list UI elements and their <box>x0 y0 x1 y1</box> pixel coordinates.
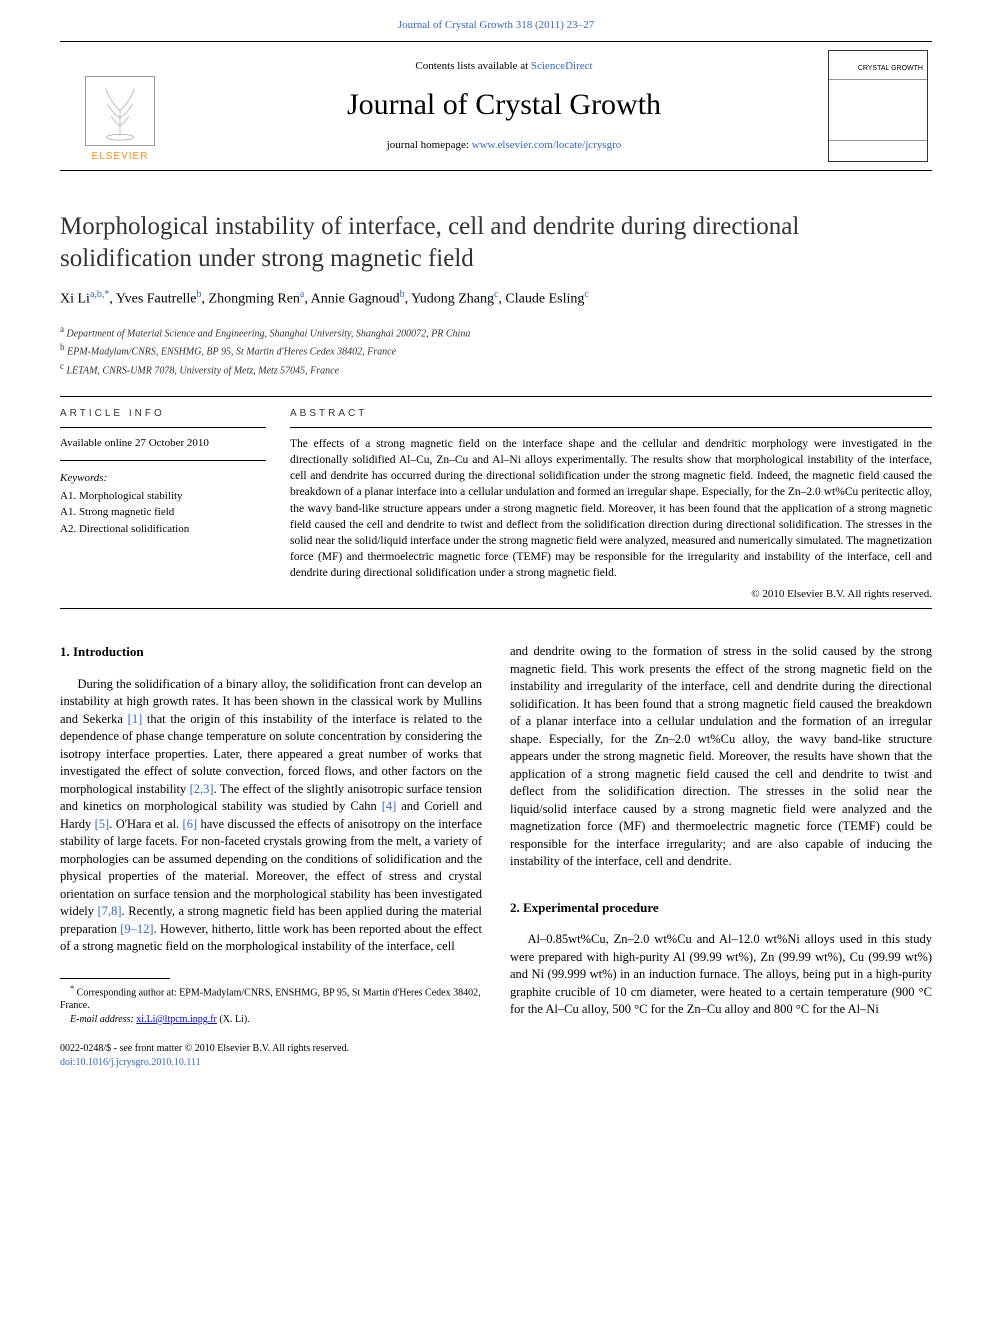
keywords-head: Keywords: <box>60 471 266 486</box>
info-abstract-row: ARTICLE INFO Available online 27 October… <box>60 396 932 602</box>
article-title: Morphological instability of interface, … <box>60 211 932 274</box>
ref-link[interactable]: [2,3] <box>190 782 214 796</box>
ref-link[interactable]: [7,8] <box>98 904 122 918</box>
aff-text: EPM-Madylam/CNRS, ENSHMG, BP 95, St Mart… <box>67 347 396 358</box>
aff-sup: b <box>60 342 65 352</box>
journal-citation-link[interactable]: Journal of Crystal Growth 318 (2011) 23–… <box>398 19 594 31</box>
keyword: A1. Morphological stability <box>60 488 266 505</box>
column-right: and dendrite owing to the formation of s… <box>510 643 932 1026</box>
aff-sup: a <box>60 324 64 334</box>
section-heading: 2. Experimental procedure <box>510 899 932 917</box>
author: Yves Fautrelle <box>116 292 197 307</box>
author: Claude Esling <box>505 292 584 307</box>
author: Zhongming Ren <box>209 292 300 307</box>
sciencedirect-link[interactable]: ScienceDirect <box>531 60 593 72</box>
email-name: (X. Li). <box>219 1014 249 1025</box>
journal-header: ELSEVIER Contents lists available at Sci… <box>60 41 932 171</box>
keyword: A1. Strong magnetic field <box>60 504 266 521</box>
text: . O'Hara et al. <box>109 817 182 831</box>
cover-bot <box>829 141 927 161</box>
author: Annie Gagnoud <box>311 292 400 307</box>
email-footnote: E-mail address: xi.Li@ltpcm.inpg.fr (X. … <box>60 1013 482 1027</box>
abstract-head: ABSTRACT <box>290 397 932 428</box>
homepage-line: journal homepage: www.elsevier.com/locat… <box>387 138 622 153</box>
elsevier-tree-icon <box>85 76 155 146</box>
affiliation: a Department of Material Science and Eng… <box>60 323 932 341</box>
corresponding-footnote: * Corresponding author at: EPM-Madylam/C… <box>60 983 482 1013</box>
affiliation: b EPM-Madylam/CNRS, ENSHMG, BP 95, St Ma… <box>60 341 932 359</box>
paragraph: During the solidification of a binary al… <box>60 676 482 956</box>
aff-link[interactable]: b <box>400 289 405 300</box>
affiliation: c LETAM, CNRS-UMR 7078, University of Me… <box>60 360 932 378</box>
keyword: A2. Directional solidification <box>60 521 266 538</box>
publisher-block: ELSEVIER <box>60 42 180 170</box>
abstract-copyright: © 2010 Elsevier B.V. All rights reserved… <box>290 587 932 602</box>
column-left: 1. Introduction During the solidificatio… <box>60 643 482 1026</box>
aff-link[interactable]: c <box>494 289 498 300</box>
header-center: Contents lists available at ScienceDirec… <box>180 42 828 170</box>
paragraph: and dendrite owing to the formation of s… <box>510 643 932 871</box>
article-info-head: ARTICLE INFO <box>60 397 266 428</box>
homepage-prefix: journal homepage: <box>387 139 472 151</box>
affiliations: a Department of Material Science and Eng… <box>60 323 932 378</box>
aff-sup: c <box>60 361 64 371</box>
author: Xi Li <box>60 292 90 307</box>
ref-link[interactable]: [1] <box>128 712 143 726</box>
ref-link[interactable]: [9–12] <box>120 922 153 936</box>
corr-link[interactable]: * <box>104 289 109 300</box>
ref-link[interactable]: [4] <box>382 799 397 813</box>
cover-geom-icon <box>829 51 927 59</box>
homepage-link[interactable]: www.elsevier.com/locate/jcrysgro <box>472 139 622 151</box>
divider <box>60 608 932 609</box>
article-info: ARTICLE INFO Available online 27 October… <box>60 397 290 602</box>
page-footer: 0022-0248/$ - see front matter © 2010 El… <box>60 1042 932 1069</box>
contents-line: Contents lists available at ScienceDirec… <box>415 59 592 74</box>
doi-line: doi:10.1016/j.jcrysgro.2010.10.111 <box>60 1056 349 1070</box>
doi-link[interactable]: doi:10.1016/j.jcrysgro.2010.10.111 <box>60 1057 201 1068</box>
cover-mid <box>829 79 927 141</box>
author: Yudong Zhang <box>411 292 494 307</box>
abstract: ABSTRACT The effects of a strong magneti… <box>290 397 932 602</box>
issn-line: 0022-0248/$ - see front matter © 2010 El… <box>60 1042 349 1056</box>
journal-cover-thumb: CRYSTAL GROWTH <box>828 50 928 162</box>
journal-name: Journal of Crystal Growth <box>347 84 661 126</box>
ref-link[interactable]: [5] <box>95 817 110 831</box>
aff-link[interactable]: a <box>300 289 304 300</box>
available-online: Available online 27 October 2010 <box>60 436 266 460</box>
footnote-rule <box>60 978 170 979</box>
body-columns: 1. Introduction During the solidificatio… <box>60 643 932 1026</box>
aff-text: LETAM, CNRS-UMR 7078, University of Metz… <box>67 365 340 376</box>
aff-text: Department of Material Science and Engin… <box>67 328 471 339</box>
email-label: E-mail address: <box>70 1014 134 1025</box>
author-list: Xi Lia,b,*, Yves Fautrelleb, Zhongming R… <box>60 288 932 309</box>
abstract-text: The effects of a strong magnetic field o… <box>290 436 932 581</box>
aff-link[interactable]: b <box>197 289 202 300</box>
email-link[interactable]: xi.Li@ltpcm.inpg.fr <box>136 1014 217 1025</box>
footer-left: 0022-0248/$ - see front matter © 2010 El… <box>60 1042 349 1069</box>
text: have discussed the effects of anisotropy… <box>60 817 482 919</box>
publisher-name: ELSEVIER <box>92 150 149 164</box>
footnote-text: Corresponding author at: EPM-Madylam/CNR… <box>60 987 481 1012</box>
paragraph: Al–0.85wt%Cu, Zn–2.0 wt%Cu and Al–12.0 w… <box>510 931 932 1019</box>
aff-link[interactable]: c <box>584 289 588 300</box>
section-heading: 1. Introduction <box>60 643 482 661</box>
journal-citation: Journal of Crystal Growth 318 (2011) 23–… <box>0 0 992 41</box>
cover-title: CRYSTAL GROWTH <box>829 59 927 79</box>
ref-link[interactable]: [6] <box>183 817 198 831</box>
contents-prefix: Contents lists available at <box>415 60 530 72</box>
aff-link[interactable]: a,b, <box>90 289 104 300</box>
